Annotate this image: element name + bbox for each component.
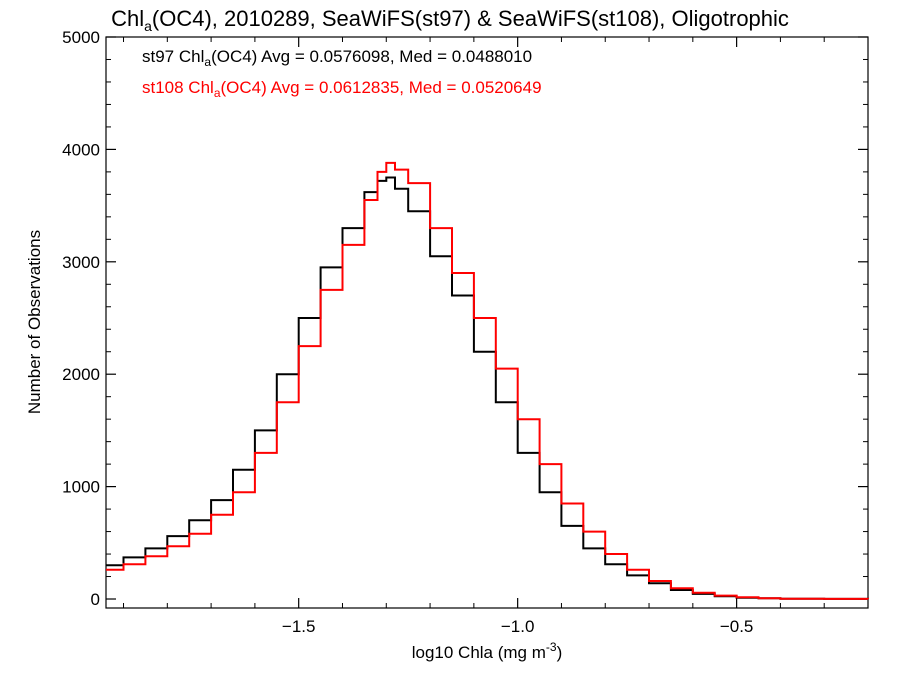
y-tick-label: 3000: [62, 253, 100, 272]
chart-title: Chla(OC4), 2010289, SeaWiFS(st97) & SeaW…: [111, 6, 789, 34]
x-tick-label: −1.0: [501, 617, 535, 636]
x-tick-label: −1.5: [282, 617, 316, 636]
y-tick-label: 0: [91, 590, 100, 609]
series-group: [106, 161, 869, 600]
annotation-st108: st108 Chla(OC4) Avg = 0.0612835, Med = 0…: [142, 78, 542, 100]
series-line-st108: [106, 161, 869, 600]
y-tick-label: 5000: [62, 28, 100, 47]
y-tick-label: 4000: [62, 140, 100, 159]
y-tick-label: 1000: [62, 478, 100, 497]
x-axis-label: log10 Chla (mg m-3): [412, 640, 563, 662]
x-axis: −1.5 −1.0 −0.5: [123, 37, 869, 636]
annotation-st97: st97 Chla(OC4) Avg = 0.0576098, Med = 0.…: [142, 47, 532, 69]
y-tick-label: 2000: [62, 365, 100, 384]
y-axis: 0 1000 2000 3000 4000 5000: [62, 28, 868, 609]
plot-frame: [105, 36, 869, 609]
x-tick-label: −0.5: [720, 617, 754, 636]
y-axis-label: Number of Observations: [25, 230, 44, 414]
series-line-st97: [106, 176, 869, 600]
